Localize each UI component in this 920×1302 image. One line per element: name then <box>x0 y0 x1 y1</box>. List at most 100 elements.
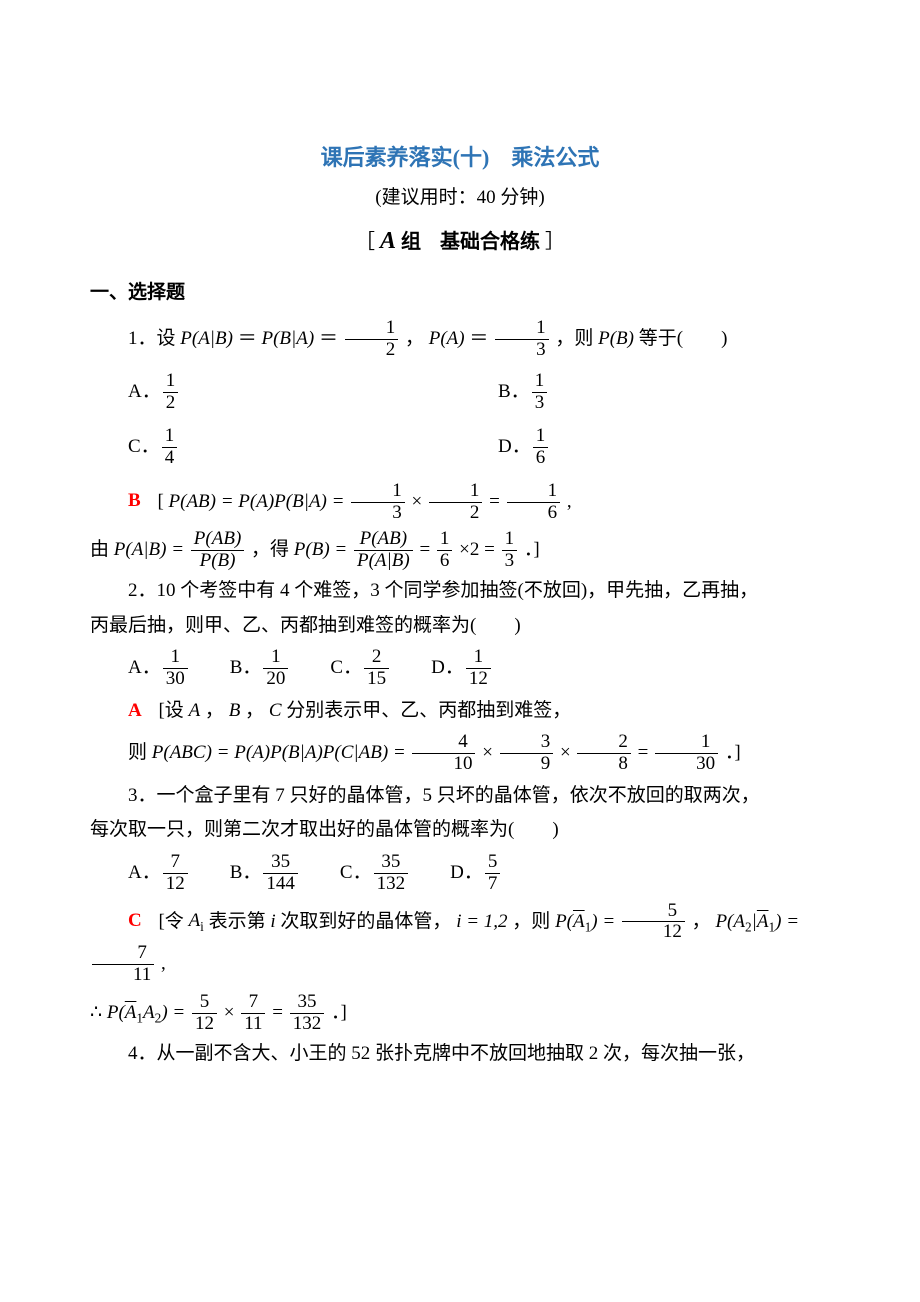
frac-den: 3 <box>351 503 405 524</box>
frac-num: 35 <box>263 852 298 874</box>
rp3: ) = <box>161 1002 190 1023</box>
lb: [令 <box>158 910 188 931</box>
end: ．] <box>331 1002 347 1023</box>
q2-options: A． 130 B． 120 C． 215 D． 112 <box>128 647 830 690</box>
opt-label: B． <box>498 377 530 407</box>
frac-den: 6 <box>507 503 561 524</box>
q1-answer: B <box>128 490 141 511</box>
frac-num: 1 <box>495 318 549 340</box>
A: A <box>189 700 201 721</box>
q3-answer: C <box>128 910 142 931</box>
times: × <box>224 1002 235 1023</box>
times: × <box>482 742 493 763</box>
frac: P(AB) P(B) <box>191 529 244 572</box>
opt-label: A． <box>128 377 161 407</box>
mid: 表示第 <box>209 910 271 931</box>
q1-stem: 1．设 P(A|B) ＝ P(B|A) ＝ 1 2 ， P(A) ＝ 1 3 ，… <box>90 318 830 361</box>
q1-pb: P(B) <box>598 328 634 349</box>
q3-opt-a: A． 712 <box>128 852 190 895</box>
frac-den: 144 <box>263 874 298 895</box>
eq: P(ABC) = P(A)P(B|A)P(C|AB) = <box>152 742 411 763</box>
group-row: ［ A 组 基础合格练 ］ <box>90 222 830 260</box>
group-cn1: 组 <box>401 231 421 253</box>
comma2: , <box>161 953 166 974</box>
frac-den: 3 <box>532 393 548 414</box>
A: A <box>757 910 769 931</box>
eq-text: P(AB) = P(A)P(B|A) = <box>169 490 350 511</box>
q1-third: 1 3 <box>495 318 549 361</box>
then: ，则 <box>512 910 555 931</box>
q1-pa: P(A) <box>429 328 465 349</box>
frac-den: 6 <box>533 448 549 469</box>
frac-num: 1 <box>532 371 548 393</box>
q3-solution-1: C [令 Ai 表示第 i 次取到好的晶体管， i = 1,2 ，则 P(A1)… <box>90 901 830 987</box>
frac-num: 5 <box>485 852 501 874</box>
frac: 39 <box>500 732 554 775</box>
opt-frac: 35132 <box>374 852 409 895</box>
q3-opt-d: D． 57 <box>450 852 502 895</box>
frac-den: 6 <box>437 551 453 572</box>
frac: P(AB) P(A|B) <box>354 529 413 572</box>
eq: = <box>419 539 434 560</box>
frac-den: 20 <box>263 669 288 690</box>
frac-num: 1 <box>263 647 288 669</box>
frac-den: 3 <box>495 340 549 361</box>
sub-i: i <box>200 919 204 934</box>
frac-den: 2 <box>345 340 399 361</box>
q4-line1: 4．从一副不含大、小王的 52 张扑克牌中不放回地抽取 2 次，每次抽一张， <box>90 1039 830 1069</box>
frac-den: 132 <box>374 874 409 895</box>
opt-label: A． <box>128 858 161 888</box>
frac-num: 35 <box>290 992 325 1014</box>
q3-opt-c: C． 35132 <box>340 852 410 895</box>
eq: = <box>272 1002 287 1023</box>
frac: 410 <box>412 732 475 775</box>
frac: 12 <box>429 481 483 524</box>
frac-num: 5 <box>622 901 685 923</box>
section-heading: 一、选择题 <box>90 278 830 308</box>
opt-label: C． <box>128 432 160 462</box>
left-bracket: ［ <box>355 231 375 253</box>
opt-frac: 112 <box>466 647 491 690</box>
A1-bar: A <box>125 1002 137 1023</box>
frac-num: 1 <box>163 647 188 669</box>
opt-label: D． <box>431 653 464 683</box>
frac-den: 9 <box>500 754 554 775</box>
frac-num: 1 <box>655 732 718 754</box>
q2-line2: 丙最后抽，则甲、乙、丙都抽到难签的概率为( ) <box>90 611 830 641</box>
A1-bar: A <box>757 910 769 931</box>
page-subtitle: (建议用时：40 分钟) <box>90 183 830 213</box>
eq: = <box>638 742 653 763</box>
frac-num: 1 <box>163 371 179 393</box>
opt-frac: 1 2 <box>163 371 179 414</box>
frac-num: 3 <box>500 732 554 754</box>
frac-num: 1 <box>429 481 483 503</box>
q2-opt-b: B． 120 <box>230 647 291 690</box>
frac-den: P(B) <box>191 551 244 572</box>
frac-num: 1 <box>437 529 453 551</box>
q1-options: A． 1 2 B． 1 3 C． 1 4 D． 1 6 <box>90 365 830 475</box>
q1-eq3: ＝ <box>469 328 488 349</box>
comma: , <box>567 490 572 511</box>
q1-opt-b: B． 1 3 <box>460 371 830 414</box>
sub2: 2 <box>745 919 752 934</box>
pre: 则 <box>128 742 152 763</box>
frac-den: 12 <box>622 922 685 943</box>
page-title: 课后素养落实(十) 乘法公式 <box>90 140 830 175</box>
times: × <box>560 742 571 763</box>
opt-label: C． <box>330 653 362 683</box>
frac: 35132 <box>290 992 325 1035</box>
right-bracket: ］ <box>545 231 565 253</box>
q3-opt-b: B． 35144 <box>230 852 300 895</box>
frac-den: 12 <box>466 669 491 690</box>
frac-den: P(A|B) <box>354 551 413 572</box>
frac-den: 2 <box>163 393 179 414</box>
A1-bar: A <box>573 910 585 931</box>
frac: 711 <box>241 992 265 1035</box>
A: A <box>573 910 585 931</box>
opt-frac: 1 4 <box>162 426 178 469</box>
frac-num: 5 <box>192 992 217 1014</box>
opt-frac: 1 6 <box>533 426 549 469</box>
frac-num: P(AB) <box>191 529 244 551</box>
frac-den: 12 <box>163 874 188 895</box>
frac-den: 4 <box>162 448 178 469</box>
